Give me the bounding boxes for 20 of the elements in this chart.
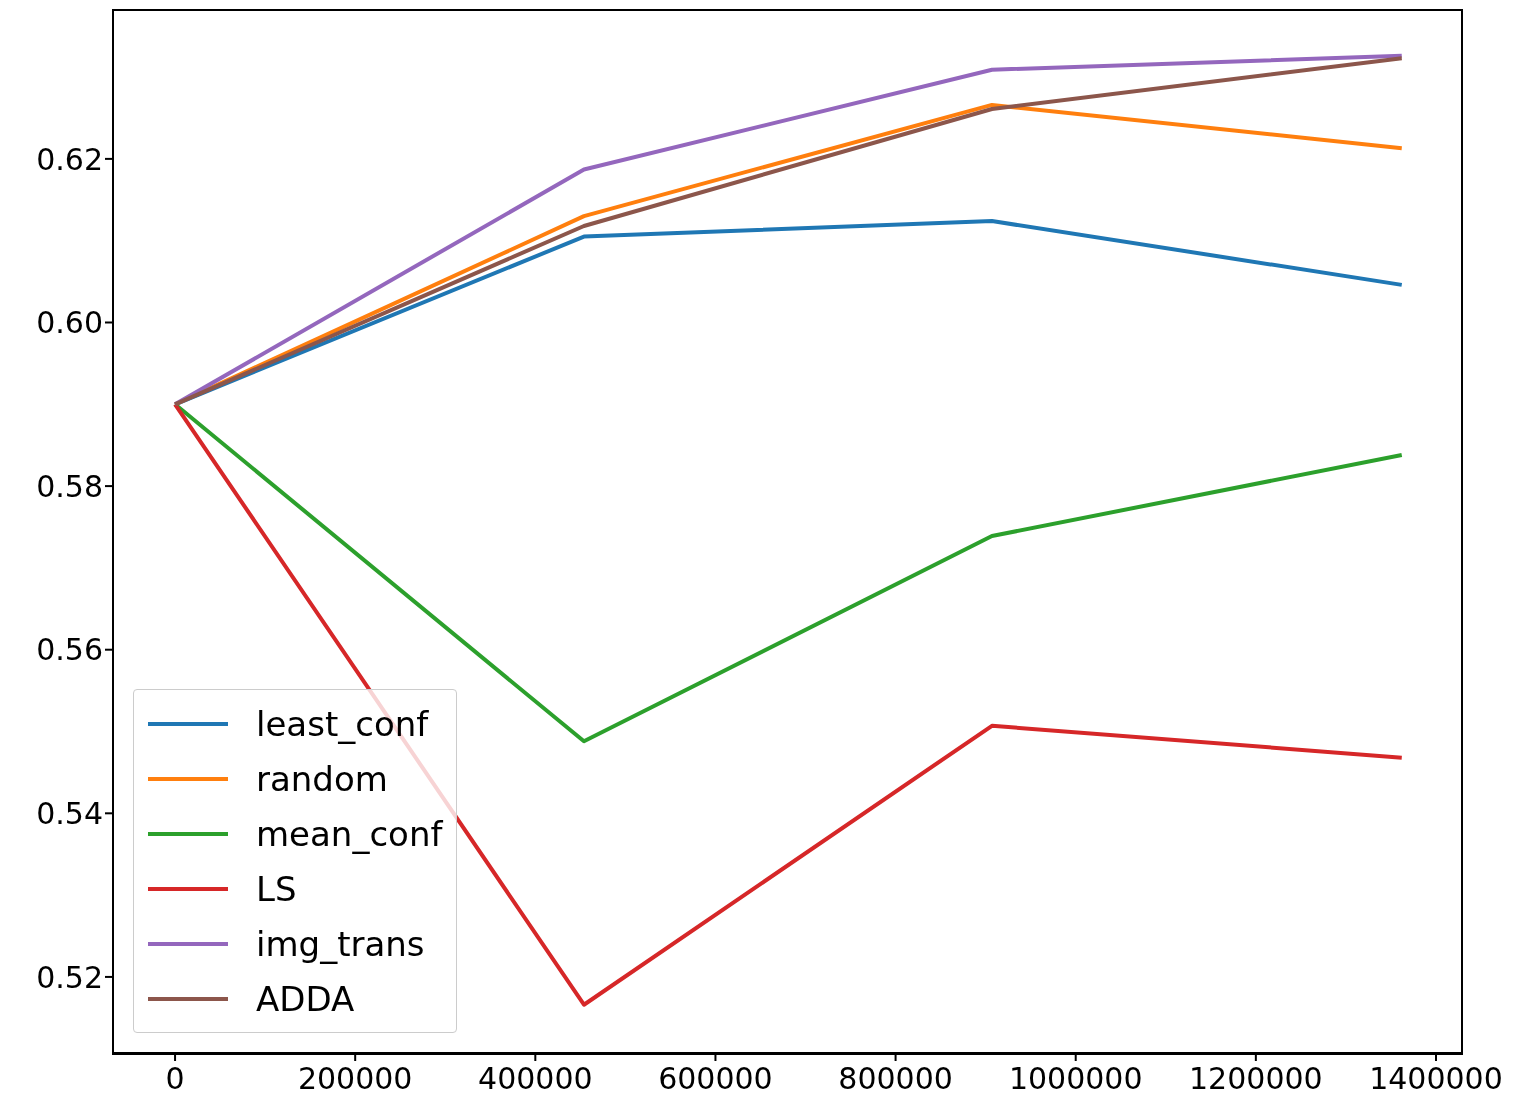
x-tick-label: 1000000 [1008,1061,1143,1096]
x-tick-label: 1400000 [1369,1061,1503,1096]
legend-label: ADDA [256,978,355,1019]
legend-label: random [256,758,388,799]
x-tick-label: 0 [165,1061,185,1096]
y-tick-label: 0.60 [36,305,103,341]
legend-label: least_conf [256,703,429,744]
legend-label: img_trans [256,923,425,964]
y-tick-label: 0.52 [36,959,103,995]
x-tick-label: 400000 [478,1061,593,1096]
y-tick-label: 0.58 [36,468,103,504]
legend-label: LS [256,868,297,909]
x-tick-label: 200000 [297,1061,413,1096]
x-tick-label: 800000 [838,1061,953,1096]
x-tick-label: 1200000 [1189,1061,1323,1096]
y-tick-label: 0.56 [36,632,103,668]
x-tick-label: 600000 [658,1061,773,1096]
y-tick-label: 0.54 [36,795,103,831]
legend-label: mean_conf [256,813,443,854]
y-tick-label: 0.62 [36,141,103,177]
